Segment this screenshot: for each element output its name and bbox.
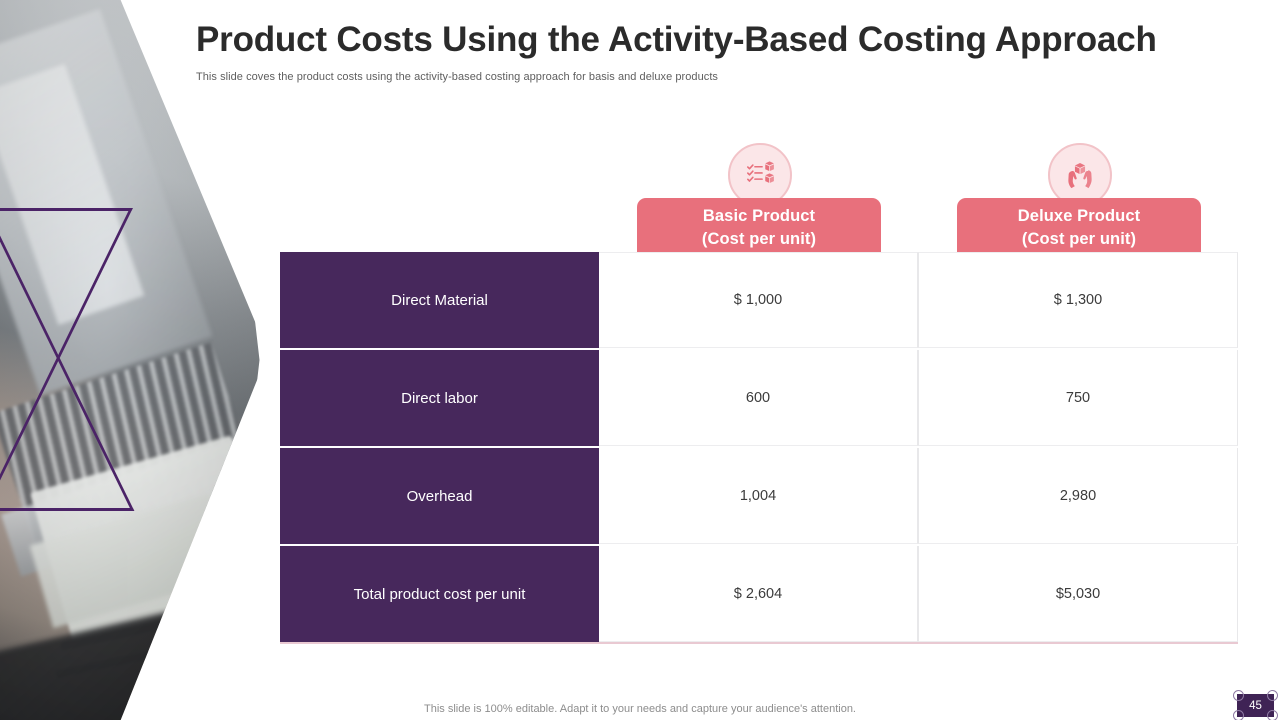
table-row: Direct labor 600 750	[280, 350, 1238, 446]
column-header-deluxe-product: Deluxe Product (Cost per unit)	[957, 198, 1201, 252]
row-value-deluxe: 750	[918, 350, 1238, 446]
column-header-basic-product: Basic Product (Cost per unit)	[637, 198, 881, 252]
deluxe-product-icon-badge	[1048, 143, 1112, 207]
photo-image	[0, 0, 268, 720]
row-value-deluxe: 2,980	[918, 448, 1238, 544]
column-header-basic-line1: Basic Product	[702, 207, 816, 225]
row-value-deluxe: $5,030	[918, 546, 1238, 642]
badge-corner-circle	[1267, 690, 1278, 701]
table-row: Direct Material $ 1,000 $ 1,300	[280, 252, 1238, 348]
footer-note: This slide is 100% editable. Adapt it to…	[424, 703, 856, 715]
row-label: Direct Material	[280, 252, 599, 348]
checklist-boxes-icon	[745, 160, 775, 190]
page-subtitle: This slide coves the product costs using…	[196, 71, 718, 83]
product-cost-table: Direct Material $ 1,000 $ 1,300 Direct l…	[280, 252, 1238, 644]
row-value-basic: $ 2,604	[599, 546, 918, 642]
page-number-badge: 45	[1233, 690, 1278, 720]
table-row: Overhead 1,004 2,980	[280, 448, 1238, 544]
column-header-basic-line2: (Cost per unit)	[701, 230, 817, 248]
basic-product-icon-badge	[728, 143, 792, 207]
row-label: Direct labor	[280, 350, 599, 446]
photo-vignette	[0, 0, 268, 720]
row-value-basic: 1,004	[599, 448, 918, 544]
left-decorative-panel	[0, 0, 300, 720]
row-value-basic: $ 1,000	[599, 252, 918, 348]
row-label: Overhead	[280, 448, 599, 544]
row-label: Total product cost per unit	[280, 546, 599, 642]
table-row: Total product cost per unit $ 2,604 $5,0…	[280, 546, 1238, 642]
row-value-deluxe: $ 1,300	[918, 252, 1238, 348]
workspace-photo	[0, 0, 268, 720]
row-value-basic: 600	[599, 350, 918, 446]
column-header-deluxe-line2: (Cost per unit)	[1021, 230, 1137, 248]
page-number-text: 45	[1249, 699, 1262, 712]
badge-corner-circle	[1233, 710, 1244, 720]
column-header-deluxe-line1: Deluxe Product	[1017, 207, 1141, 225]
page-title: Product Costs Using the Activity-Based C…	[196, 20, 1157, 59]
hands-holding-box-icon	[1065, 160, 1095, 190]
